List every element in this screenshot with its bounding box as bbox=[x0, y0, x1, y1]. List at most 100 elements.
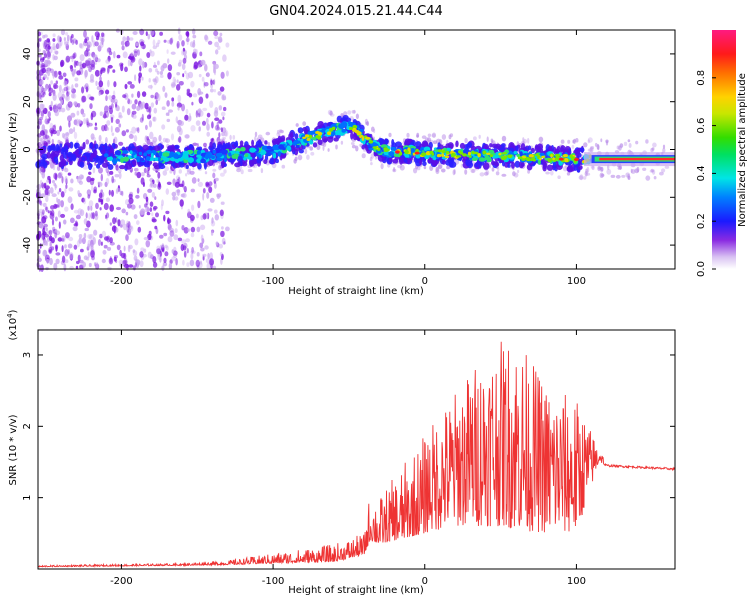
noise-point bbox=[153, 78, 157, 86]
noise-point bbox=[152, 116, 156, 122]
noise-point bbox=[145, 240, 151, 248]
halo-point bbox=[615, 174, 621, 179]
colorbar-tick-label: 0.8 bbox=[696, 70, 707, 86]
noise-point bbox=[55, 258, 60, 265]
ridge-core-point bbox=[162, 152, 170, 157]
noise-point bbox=[177, 106, 180, 111]
noise-point bbox=[116, 244, 121, 251]
noise-point bbox=[94, 213, 99, 221]
ridge-core-point bbox=[170, 158, 177, 162]
halo-point bbox=[471, 168, 475, 173]
noise-point bbox=[107, 79, 110, 88]
noise-point bbox=[107, 64, 113, 69]
noise-point bbox=[162, 85, 166, 92]
noise-point bbox=[55, 228, 58, 234]
noise-point bbox=[115, 28, 120, 33]
ridge-point bbox=[98, 146, 104, 151]
noise-point bbox=[192, 93, 198, 98]
noise-point bbox=[220, 111, 226, 117]
noise-point bbox=[158, 181, 161, 188]
noise-point bbox=[99, 233, 103, 239]
spectrogram-ridge-layer bbox=[35, 115, 675, 173]
ridge-point bbox=[421, 140, 429, 149]
halo-point bbox=[340, 140, 344, 145]
ridge-point bbox=[275, 158, 279, 164]
ridge-point bbox=[317, 139, 323, 146]
halo-point bbox=[583, 142, 588, 148]
noise-point bbox=[141, 113, 144, 121]
noise-point bbox=[98, 134, 102, 142]
ridge-point bbox=[135, 146, 140, 151]
noise-point bbox=[70, 65, 74, 72]
noise-point bbox=[58, 188, 62, 193]
noise-point bbox=[54, 244, 59, 250]
noise-point bbox=[218, 243, 223, 249]
ridge-core-point bbox=[293, 140, 300, 145]
noise-point bbox=[87, 251, 90, 259]
noise-point bbox=[109, 107, 113, 115]
halo-point bbox=[380, 163, 384, 170]
halo-point bbox=[260, 168, 264, 174]
noise-point bbox=[156, 178, 160, 184]
noise-point bbox=[165, 138, 168, 143]
noise-point bbox=[210, 230, 214, 236]
noise-point bbox=[42, 140, 47, 146]
halo-point bbox=[600, 138, 603, 143]
noise-point bbox=[48, 246, 53, 255]
noise-point bbox=[95, 263, 100, 270]
noise-point bbox=[59, 125, 62, 132]
noise-point bbox=[68, 120, 71, 128]
ridge-point bbox=[82, 141, 86, 150]
noise-point bbox=[169, 227, 175, 233]
noise-point bbox=[170, 37, 174, 44]
ridge-point bbox=[455, 140, 459, 148]
noise-point bbox=[207, 252, 210, 259]
ridge-point bbox=[96, 163, 101, 169]
noise-point bbox=[219, 209, 224, 217]
halo-point bbox=[473, 136, 477, 141]
noise-point bbox=[81, 237, 86, 245]
noise-point bbox=[49, 187, 54, 194]
ridge-highlight-point bbox=[517, 156, 523, 160]
noise-point bbox=[167, 39, 172, 44]
ridge-point bbox=[89, 156, 94, 162]
noise-point bbox=[40, 110, 44, 117]
noise-point bbox=[39, 92, 42, 100]
noise-point bbox=[203, 142, 207, 148]
noise-point bbox=[146, 52, 151, 58]
noise-point bbox=[213, 89, 216, 93]
noise-point bbox=[116, 105, 120, 112]
ridge-point bbox=[255, 140, 263, 148]
halo-point bbox=[423, 165, 427, 170]
noise-point bbox=[63, 263, 67, 272]
noise-point bbox=[105, 137, 108, 144]
noise-point bbox=[138, 205, 141, 209]
noise-point bbox=[129, 130, 133, 136]
noise-point bbox=[67, 101, 73, 108]
ridge-point bbox=[403, 156, 408, 163]
noise-point bbox=[90, 133, 95, 140]
noise-point bbox=[222, 116, 225, 121]
ridge-point bbox=[119, 164, 126, 170]
noise-point bbox=[220, 201, 225, 205]
noise-point bbox=[108, 189, 111, 196]
noise-point bbox=[154, 196, 157, 201]
noise-point bbox=[76, 176, 82, 184]
noise-point bbox=[144, 203, 148, 208]
noise-point bbox=[57, 202, 61, 208]
noise-point bbox=[85, 86, 89, 93]
ridge-point bbox=[448, 144, 454, 149]
ridge-core-point bbox=[519, 151, 523, 157]
ridge-highlight-point bbox=[467, 151, 472, 156]
halo-point bbox=[619, 143, 624, 149]
noise-point bbox=[200, 59, 206, 66]
noise-point bbox=[47, 50, 51, 58]
noise-point bbox=[216, 121, 219, 129]
noise-point bbox=[149, 207, 153, 212]
noise-point bbox=[133, 49, 139, 54]
noise-point bbox=[196, 252, 200, 257]
ridge-point bbox=[304, 128, 308, 136]
noise-point bbox=[104, 105, 109, 113]
noise-point bbox=[157, 180, 161, 188]
ridge-core-point bbox=[250, 148, 257, 152]
